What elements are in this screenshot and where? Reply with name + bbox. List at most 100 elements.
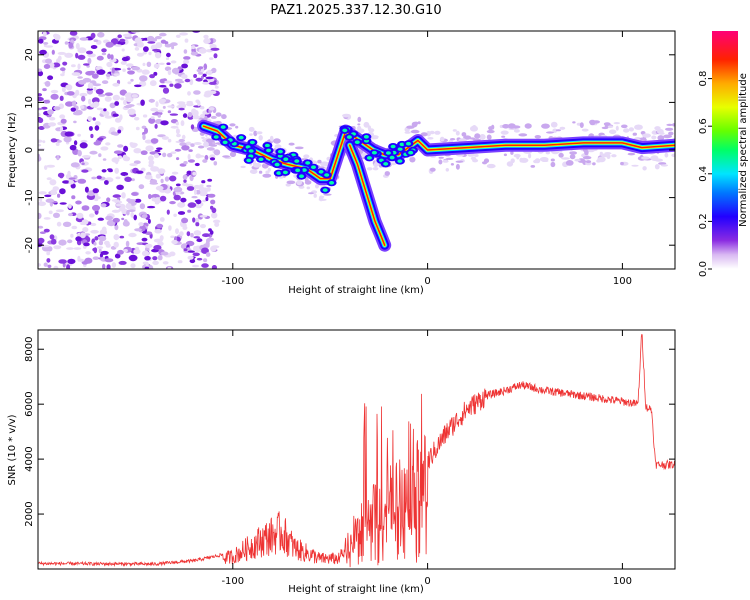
noise-blob	[83, 63, 90, 66]
noise-blob	[198, 66, 204, 70]
noise-blob	[149, 182, 159, 185]
noise-blob	[194, 230, 201, 236]
noise-blob	[111, 199, 120, 202]
ridge-halo	[654, 164, 660, 170]
noise-blob	[105, 73, 111, 78]
noise-blob	[81, 169, 89, 173]
noise-blob	[123, 99, 127, 106]
noise-blob	[175, 34, 181, 38]
noise-blob	[50, 189, 57, 196]
ridge-halo	[613, 122, 621, 125]
noise-blob	[142, 62, 146, 67]
noise-blob	[73, 120, 77, 124]
ridge-blob	[220, 125, 226, 129]
noise-blob	[79, 142, 88, 149]
ridge-halo	[510, 150, 514, 155]
ridge-halo	[406, 125, 415, 129]
noise-blob	[170, 42, 178, 47]
noise-blob	[75, 89, 80, 96]
noise-blob	[136, 52, 144, 57]
noise-blob	[131, 66, 141, 71]
noise-blob	[150, 107, 159, 112]
noise-blob	[142, 134, 146, 141]
noise-blob	[60, 67, 66, 72]
noise-blob	[164, 43, 172, 48]
noise-blob	[38, 112, 41, 117]
noise-blob	[77, 63, 81, 70]
noise-blob	[210, 47, 220, 51]
noise-blob	[119, 114, 123, 121]
ridge-halo	[642, 133, 651, 138]
noise-blob	[60, 73, 65, 77]
noise-blob	[162, 87, 170, 94]
ridge-halo	[565, 160, 574, 166]
ridge-halo	[488, 126, 493, 131]
noise-blob	[62, 61, 68, 66]
ridge-halo	[558, 150, 563, 153]
ridge-blob	[258, 157, 264, 162]
noise-blob	[202, 159, 208, 163]
noise-blob	[83, 242, 90, 247]
ridge-halo	[550, 161, 556, 168]
noise-blob	[75, 200, 82, 205]
ridge-halo	[658, 132, 665, 135]
ridge-halo	[373, 162, 379, 168]
noise-blob	[181, 63, 189, 69]
noise-blob	[131, 94, 138, 98]
noise-blob	[43, 64, 51, 69]
ridge-halo	[541, 123, 550, 129]
ridge-blob	[329, 181, 335, 185]
noise-blob	[157, 255, 163, 261]
ridge-halo	[668, 131, 674, 136]
snr-x-ticks: -100 0 100	[221, 330, 632, 587]
noise-blob	[38, 225, 44, 229]
ridge-halo	[455, 130, 460, 136]
ridge-halo	[216, 113, 222, 116]
noise-blob	[81, 205, 90, 211]
ridge-halo	[501, 135, 506, 138]
noise-blob	[89, 213, 95, 218]
noise-blob	[176, 157, 180, 161]
ridge-blob	[213, 135, 219, 139]
noise-blob	[127, 81, 132, 85]
ridge-halo	[592, 162, 596, 166]
ridge-halo	[461, 132, 467, 137]
noise-blob	[141, 214, 148, 219]
ridge-halo	[363, 121, 370, 128]
noise-blob	[150, 166, 160, 172]
noise-blob	[183, 56, 191, 60]
noise-blob	[196, 155, 205, 158]
noise-blob	[111, 67, 115, 74]
noise-blob	[154, 228, 162, 234]
ridge-blob	[363, 135, 369, 139]
noise-blob	[167, 138, 172, 143]
noise-blob	[189, 79, 194, 86]
ridge-halo	[627, 152, 636, 156]
noise-blob	[214, 85, 219, 89]
noise-blob	[183, 161, 188, 165]
ridge-halo	[470, 156, 477, 161]
noise-blob	[207, 90, 217, 95]
noise-blob	[167, 105, 175, 108]
noise-blob	[166, 62, 171, 65]
noise-blob	[77, 178, 87, 184]
noise-blob	[117, 155, 122, 159]
noise-blob	[50, 93, 59, 100]
noise-blob	[93, 39, 99, 42]
noise-blob	[104, 258, 114, 263]
ridge-halo	[434, 130, 441, 135]
x-tick-label: -100	[221, 576, 244, 587]
noise-blob	[148, 159, 155, 166]
noise-blob	[191, 195, 198, 199]
ridge-halo	[666, 123, 674, 126]
noise-blob	[43, 228, 50, 233]
snr-frame	[37, 329, 676, 570]
noise-blob	[191, 45, 196, 50]
noise-blob	[199, 215, 208, 218]
ridge-halo	[574, 158, 581, 162]
ridge-halo	[650, 156, 656, 160]
noise-blob	[113, 234, 120, 241]
noise-blob	[152, 48, 161, 52]
noise-blob	[162, 105, 166, 109]
ridge-halo	[318, 195, 324, 202]
